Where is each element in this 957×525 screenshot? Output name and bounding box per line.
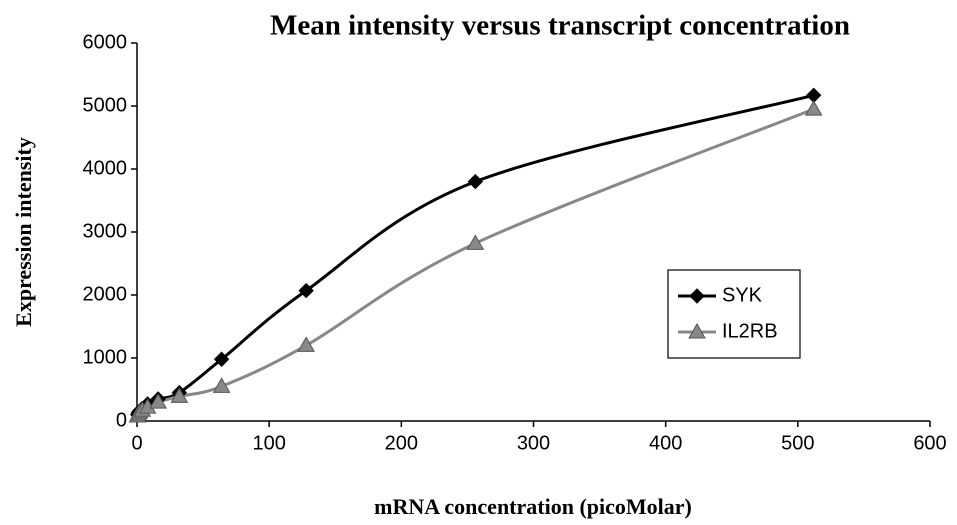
y-axis-label: Expression intensity — [11, 137, 36, 327]
legend-label: SYK — [722, 284, 763, 306]
marker — [212, 377, 231, 393]
marker — [213, 351, 230, 367]
x-tick-label: 500 — [781, 432, 814, 454]
marker — [688, 322, 706, 339]
series-line — [136, 107, 815, 417]
marker — [689, 288, 705, 304]
y-tick-label: 2000 — [83, 283, 128, 305]
legend-label: IL2RB — [722, 320, 778, 342]
y-tick-label: 6000 — [83, 31, 128, 53]
x-tick-label: 200 — [385, 432, 418, 454]
marker — [297, 336, 316, 352]
x-axis-label: mRNA concentration (picoMolar) — [374, 494, 692, 519]
x-tick-label: 600 — [913, 432, 946, 454]
chart-title: Mean intensity versus transcript concent… — [270, 10, 850, 42]
marker — [170, 387, 189, 403]
series-line — [136, 93, 815, 416]
y-tick-label: 1000 — [83, 346, 128, 368]
marker — [804, 100, 823, 116]
y-tick-label: 0 — [116, 409, 127, 431]
y-tick-label: 5000 — [83, 94, 128, 116]
x-tick-label: 400 — [649, 432, 682, 454]
marker — [149, 393, 168, 409]
x-tick-label: 300 — [517, 432, 550, 454]
x-tick-label: 100 — [252, 432, 285, 454]
y-tick-label: 4000 — [83, 157, 128, 179]
y-tick-label: 3000 — [83, 220, 128, 242]
x-tick-label: 0 — [131, 432, 142, 454]
legend-box — [667, 269, 801, 359]
marker — [298, 282, 314, 299]
marker — [466, 234, 485, 250]
marker — [467, 173, 484, 190]
